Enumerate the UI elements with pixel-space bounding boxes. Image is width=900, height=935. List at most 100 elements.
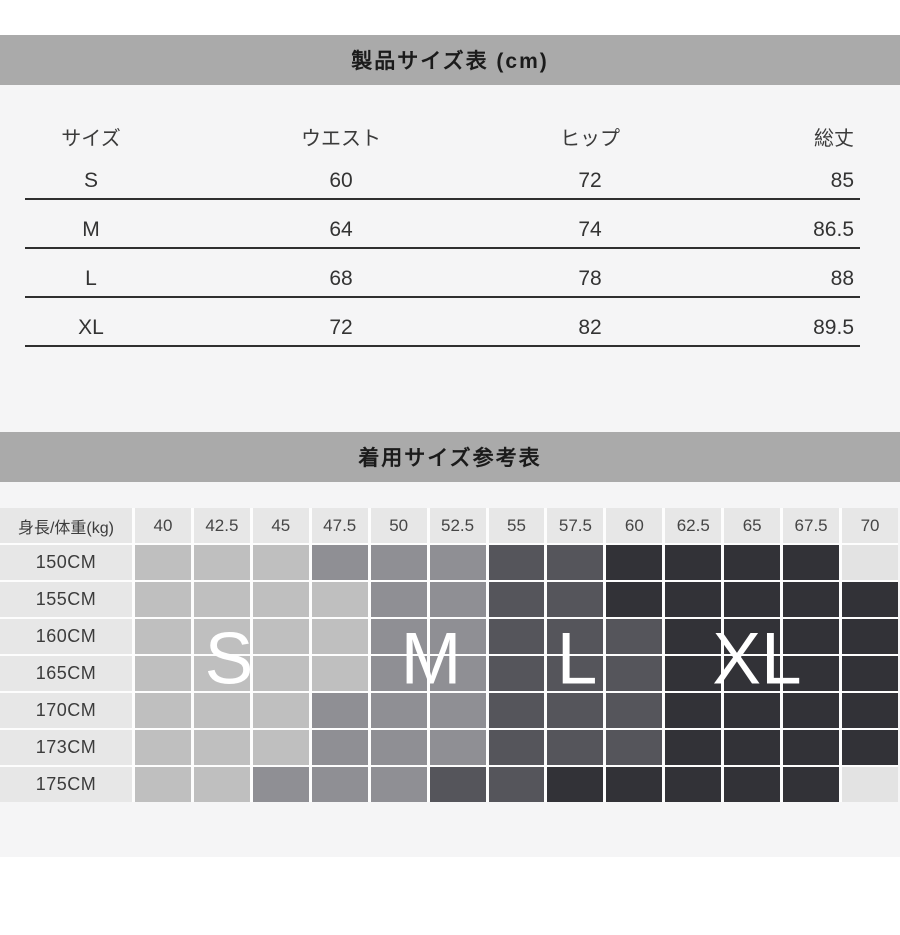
weight-column-header: 45 (252, 508, 309, 543)
weight-column-header: 42.5 (193, 508, 250, 543)
fit-cell-xl (724, 545, 781, 580)
fit-cell-l (488, 582, 545, 617)
fit-cell-m (311, 693, 368, 728)
fit-cell-xl (606, 767, 663, 802)
fit-cell-xl (724, 582, 781, 617)
hip-cell: 82 (578, 315, 602, 339)
fit-cell-xl (665, 619, 722, 654)
fit-cell-m (370, 582, 427, 617)
fit-cell-m (311, 545, 368, 580)
fit-cell-s (193, 545, 250, 580)
fit-cell-xl (724, 656, 781, 691)
length-cell: 89.5 (813, 315, 854, 339)
fit-cell-xl (783, 545, 840, 580)
fit-cell-xl (842, 730, 898, 765)
fit-cell-s (193, 730, 250, 765)
fit-cell-xl (606, 545, 663, 580)
waist-cell: 60 (329, 168, 353, 192)
fit-cell-m (429, 693, 486, 728)
fit-cell-s (252, 693, 309, 728)
fit-cell-l (488, 656, 545, 691)
fit-cell-s (135, 730, 191, 765)
fit-cell-xl (724, 730, 781, 765)
fit-cell-xl (842, 619, 898, 654)
fit-cell-empty (842, 767, 898, 802)
fit-cell-s (193, 767, 250, 802)
fit-cell-m (370, 545, 427, 580)
fit-cell-l (488, 767, 545, 802)
fit-cell-s (252, 656, 309, 691)
weight-column-header: 70 (842, 508, 898, 543)
height-row-label: 165CM (0, 656, 132, 691)
fit-cell-m (429, 656, 486, 691)
height-row-label: 155CM (0, 582, 132, 617)
fit-cell-xl (547, 767, 604, 802)
size-row-l: L 68 78 88 (25, 249, 860, 298)
fit-cell-l (429, 767, 486, 802)
fit-cell-s (252, 619, 309, 654)
fit-reference-title-bar: 着用サイズ参考表 (0, 432, 900, 482)
height-row-label: 175CM (0, 767, 132, 802)
length-cell: 86.5 (813, 217, 854, 241)
fit-cell-s (193, 656, 250, 691)
fit-cell-l (488, 730, 545, 765)
fit-cell-m (370, 730, 427, 765)
height-row-label: 170CM (0, 693, 132, 728)
fit-cell-xl (665, 693, 722, 728)
fit-cell-m (311, 767, 368, 802)
fit-cell-l (606, 730, 663, 765)
weight-column-header: 52.5 (429, 508, 486, 543)
fit-cell-s (193, 582, 250, 617)
fit-cell-xl (842, 693, 898, 728)
fit-cell-m (370, 619, 427, 654)
size-row-xl: XL 72 82 89.5 (25, 298, 860, 347)
fit-cell-m (429, 582, 486, 617)
fit-cell-xl (724, 767, 781, 802)
fit-cell-xl (783, 767, 840, 802)
fit-cell-l (488, 619, 545, 654)
hip-cell: 78 (578, 266, 602, 290)
weight-column-header: 67.5 (783, 508, 840, 543)
fit-cell-m (429, 545, 486, 580)
fit-cell-l (488, 545, 545, 580)
fit-cell-l (547, 545, 604, 580)
length-cell: 85 (830, 168, 854, 192)
fit-cell-l (547, 693, 604, 728)
fit-grid-wrap: 身長/体重(kg) 40 42.5 45 47.5 50 52.5 55 57.5 60 62.5 6… (0, 508, 898, 802)
column-header-size: サイズ (61, 127, 121, 150)
fit-cell-xl (665, 730, 722, 765)
size-table-header-row: サイズ ウエスト ヒップ 総丈 (25, 109, 860, 151)
fit-cell-xl (783, 619, 840, 654)
fit-cell-s (135, 545, 191, 580)
size-chart-page: 製品サイズ表 (cm) サイズ ウエスト ヒップ 総丈 S 60 72 85 M… (0, 35, 900, 857)
product-size-title: 製品サイズ表 (cm) (351, 50, 549, 73)
fit-cell-s (135, 619, 191, 654)
fit-cell-xl (606, 582, 663, 617)
fit-cell-empty (842, 545, 898, 580)
fit-cell-s (311, 619, 368, 654)
fit-cell-l (606, 619, 663, 654)
size-cell: XL (78, 315, 104, 339)
size-band-letter-l: L (556, 618, 598, 700)
fit-cell-xl (724, 693, 781, 728)
column-header-length: 総丈 (814, 127, 854, 150)
fit-reference-title: 着用サイズ参考表 (358, 447, 542, 470)
size-row-s: S 60 72 85 (25, 151, 860, 200)
weight-column-header: 62.5 (665, 508, 722, 543)
height-row-label: 173CM (0, 730, 132, 765)
size-band-letter-s: S (204, 618, 254, 700)
fit-cell-l (488, 693, 545, 728)
fit-cell-s (252, 545, 309, 580)
fit-cell-m (370, 693, 427, 728)
fit-cell-s (193, 619, 250, 654)
size-cell: M (82, 217, 100, 241)
weight-column-header: 40 (135, 508, 191, 543)
fit-cell-xl (665, 656, 722, 691)
fit-cell-xl (783, 582, 840, 617)
fit-cell-s (252, 730, 309, 765)
fit-cell-xl (665, 545, 722, 580)
fit-cell-l (547, 656, 604, 691)
weight-column-header: 47.5 (311, 508, 368, 543)
waist-cell: 68 (329, 266, 353, 290)
fit-cell-xl (724, 619, 781, 654)
